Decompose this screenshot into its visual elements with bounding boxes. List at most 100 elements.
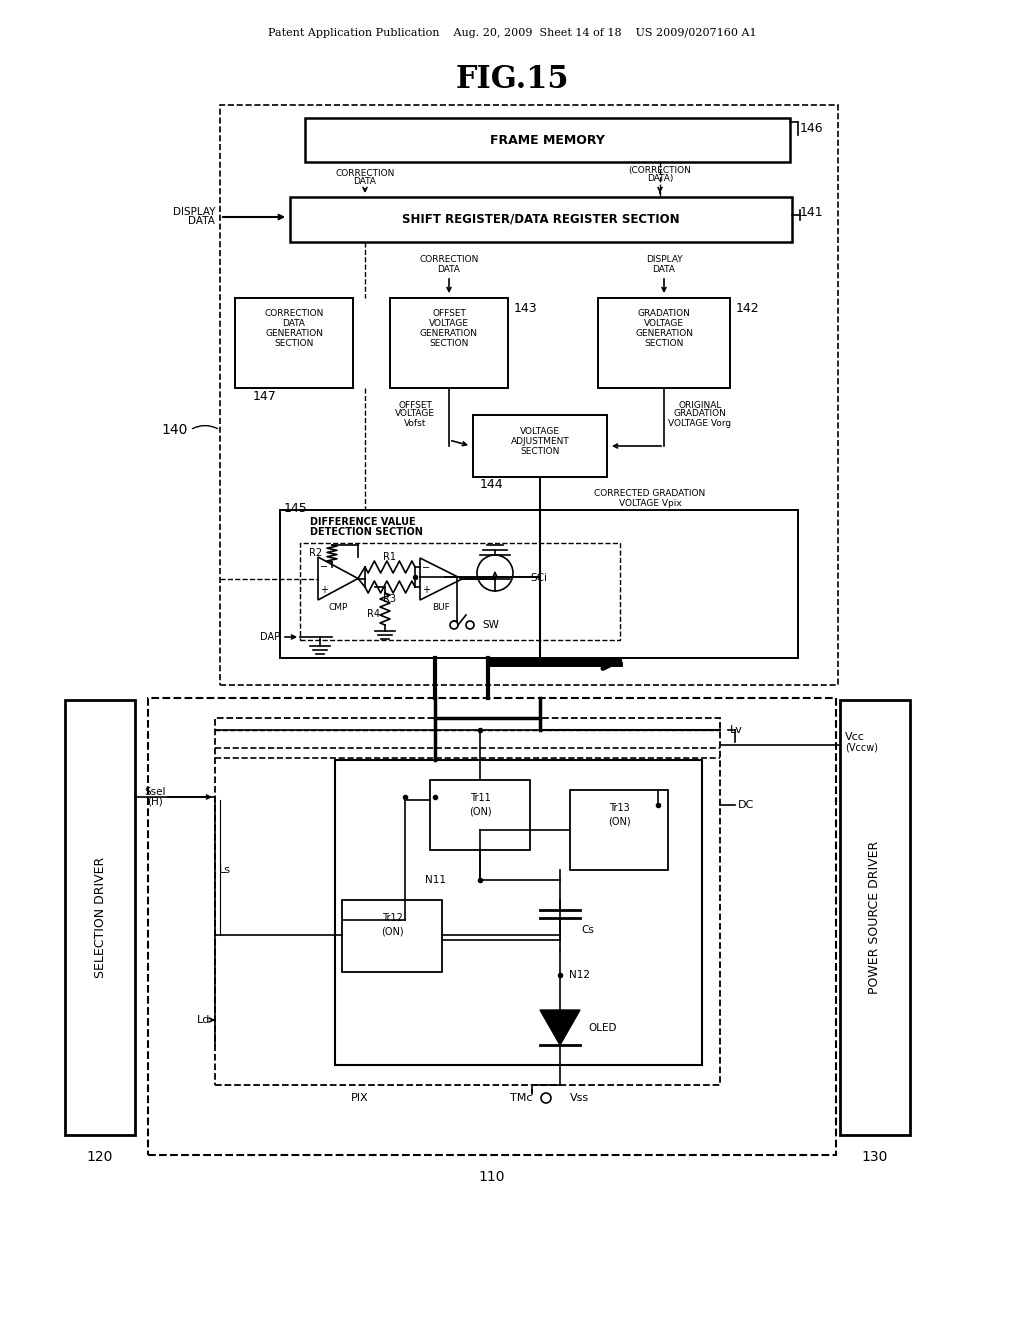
Bar xyxy=(290,197,792,242)
Bar xyxy=(280,510,798,657)
Text: GENERATION: GENERATION xyxy=(420,330,478,338)
Text: DETECTION SECTION: DETECTION SECTION xyxy=(310,527,423,537)
Text: DISPLAY: DISPLAY xyxy=(172,207,215,216)
Text: 142: 142 xyxy=(736,301,760,314)
Text: Vofst: Vofst xyxy=(403,418,426,428)
Text: OLED: OLED xyxy=(588,1023,616,1034)
Text: DATA: DATA xyxy=(437,264,461,273)
Text: VOLTAGE: VOLTAGE xyxy=(520,428,560,437)
Text: VOLTAGE Vorg: VOLTAGE Vorg xyxy=(669,418,731,428)
Text: ORIGINAL: ORIGINAL xyxy=(678,400,722,409)
Text: DAP: DAP xyxy=(260,632,280,642)
Text: Patent Application Publication    Aug. 20, 2009  Sheet 14 of 18    US 2009/02071: Patent Application Publication Aug. 20, … xyxy=(267,28,757,38)
Text: −: − xyxy=(319,562,328,572)
Text: DISPLAY: DISPLAY xyxy=(646,256,682,264)
Text: POWER SOURCE DRIVER: POWER SOURCE DRIVER xyxy=(868,841,882,994)
Polygon shape xyxy=(540,1010,580,1045)
Text: FRAME MEMORY: FRAME MEMORY xyxy=(490,133,605,147)
Text: (CORRECTION: (CORRECTION xyxy=(629,166,691,176)
Text: 147: 147 xyxy=(253,391,276,404)
Bar xyxy=(473,414,607,477)
Bar xyxy=(598,298,730,388)
Text: GRADATION: GRADATION xyxy=(638,309,690,318)
Bar xyxy=(335,760,702,1065)
Text: (Vccw): (Vccw) xyxy=(845,743,878,752)
Text: DC: DC xyxy=(738,800,755,810)
Text: Vss: Vss xyxy=(570,1093,589,1104)
Text: SCi: SCi xyxy=(530,573,547,583)
Text: (ON): (ON) xyxy=(381,927,403,937)
Text: SELECTION DRIVER: SELECTION DRIVER xyxy=(93,857,106,978)
Text: Tr13: Tr13 xyxy=(608,803,630,813)
Text: VOLTAGE Vpix: VOLTAGE Vpix xyxy=(618,499,681,507)
Text: +: + xyxy=(422,585,430,595)
Text: DATA): DATA) xyxy=(647,174,673,183)
Text: 144: 144 xyxy=(480,479,504,491)
Text: 143: 143 xyxy=(514,301,538,314)
Bar xyxy=(840,700,910,1135)
Bar xyxy=(65,700,135,1135)
Text: R3: R3 xyxy=(384,594,396,605)
Bar xyxy=(390,298,508,388)
Bar xyxy=(342,900,442,972)
Text: GENERATION: GENERATION xyxy=(265,330,323,338)
Bar xyxy=(234,298,353,388)
Bar xyxy=(220,106,838,685)
Text: (ON): (ON) xyxy=(607,817,631,828)
Text: Ls: Ls xyxy=(219,865,231,875)
Text: (H): (H) xyxy=(147,797,163,807)
Text: VOLTAGE: VOLTAGE xyxy=(395,409,435,418)
Text: BUF: BUF xyxy=(432,602,450,611)
Text: DATA: DATA xyxy=(283,319,305,329)
Text: (ON): (ON) xyxy=(469,807,492,817)
Text: 130: 130 xyxy=(862,1150,888,1164)
Text: CORRECTED GRADATION: CORRECTED GRADATION xyxy=(594,490,706,499)
Bar xyxy=(148,698,836,1155)
Text: DATA: DATA xyxy=(188,216,215,226)
Bar xyxy=(570,789,668,870)
Text: N11: N11 xyxy=(425,875,445,884)
Text: Lv: Lv xyxy=(730,725,742,735)
Text: GRADATION: GRADATION xyxy=(674,409,726,418)
Text: R2: R2 xyxy=(309,549,322,558)
Text: R1: R1 xyxy=(384,552,396,562)
Text: FIG.15: FIG.15 xyxy=(456,65,568,95)
Text: −: − xyxy=(422,564,430,573)
Text: PIX: PIX xyxy=(351,1093,369,1104)
Text: 141: 141 xyxy=(800,206,823,219)
Bar xyxy=(300,543,620,640)
Text: 145: 145 xyxy=(284,502,308,515)
Bar xyxy=(305,117,790,162)
Text: CORRECTION: CORRECTION xyxy=(264,309,324,318)
Text: CMP: CMP xyxy=(329,602,348,611)
Text: 140: 140 xyxy=(162,422,188,437)
Bar xyxy=(215,718,720,1085)
Text: OFFSET: OFFSET xyxy=(432,309,466,318)
Text: DATA: DATA xyxy=(652,264,676,273)
Text: VOLTAGE: VOLTAGE xyxy=(644,319,684,329)
Text: 120: 120 xyxy=(87,1150,114,1164)
Text: SECTION: SECTION xyxy=(274,339,313,348)
Text: VOLTAGE: VOLTAGE xyxy=(429,319,469,329)
Text: +: + xyxy=(319,585,328,595)
Text: N12: N12 xyxy=(569,970,591,979)
Text: Ssel: Ssel xyxy=(144,787,166,797)
Text: Tr12: Tr12 xyxy=(382,913,402,923)
Text: TMc: TMc xyxy=(510,1093,532,1104)
Text: 146: 146 xyxy=(800,121,823,135)
Text: DIFFERENCE VALUE: DIFFERENCE VALUE xyxy=(310,517,416,527)
Text: SECTION: SECTION xyxy=(429,339,469,348)
Text: R4: R4 xyxy=(367,609,380,619)
Text: Cs: Cs xyxy=(582,925,595,935)
Text: SW: SW xyxy=(482,620,499,630)
Text: CORRECTION: CORRECTION xyxy=(335,169,394,177)
Text: Ld: Ld xyxy=(197,1015,210,1026)
Bar xyxy=(430,780,530,850)
Text: 110: 110 xyxy=(479,1170,505,1184)
Text: DATA: DATA xyxy=(353,177,377,186)
Text: GENERATION: GENERATION xyxy=(635,330,693,338)
Text: Tr11: Tr11 xyxy=(470,793,490,803)
Text: CORRECTION: CORRECTION xyxy=(419,256,478,264)
Text: Vcc: Vcc xyxy=(845,733,865,742)
Text: OFFSET: OFFSET xyxy=(398,400,432,409)
